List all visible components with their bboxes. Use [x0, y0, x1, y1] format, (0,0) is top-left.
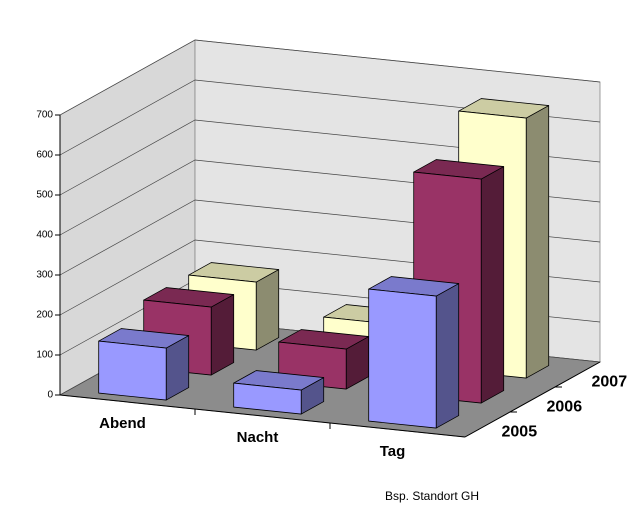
- bar-side: [435, 283, 460, 429]
- y-tick-label: 600: [36, 150, 53, 161]
- x-tick-label: Tag: [380, 443, 406, 460]
- bar-side: [525, 105, 550, 379]
- bar-side: [480, 166, 505, 404]
- x-tick-label: Nacht: [237, 429, 279, 446]
- y-tick-label: 700: [36, 110, 53, 121]
- legend-label: 2005: [502, 424, 538, 441]
- bar-front: [233, 382, 302, 415]
- bar-front: [98, 340, 167, 401]
- y-tick-label: 500: [36, 190, 53, 201]
- footnote: Bsp. Standort GH: [385, 489, 479, 503]
- z-axis: [464, 361, 601, 438]
- bar: [98, 328, 190, 401]
- y-tick-label: 200: [36, 310, 53, 321]
- y-tick-label: 300: [36, 270, 53, 281]
- bar-side: [210, 294, 235, 376]
- bar: [368, 276, 460, 429]
- y-tick-label: 400: [36, 230, 53, 241]
- x-axis: [59, 394, 466, 438]
- y-tick-label: 100: [36, 350, 53, 361]
- bar-side: [255, 269, 280, 351]
- bar-front: [368, 288, 437, 429]
- legend-label: 2007: [592, 374, 628, 391]
- x-tick-label: Abend: [99, 415, 146, 432]
- y-tick-label: 0: [47, 390, 53, 401]
- legend-label: 2006: [547, 399, 583, 416]
- bar: [233, 370, 325, 415]
- grid-line: [59, 39, 601, 116]
